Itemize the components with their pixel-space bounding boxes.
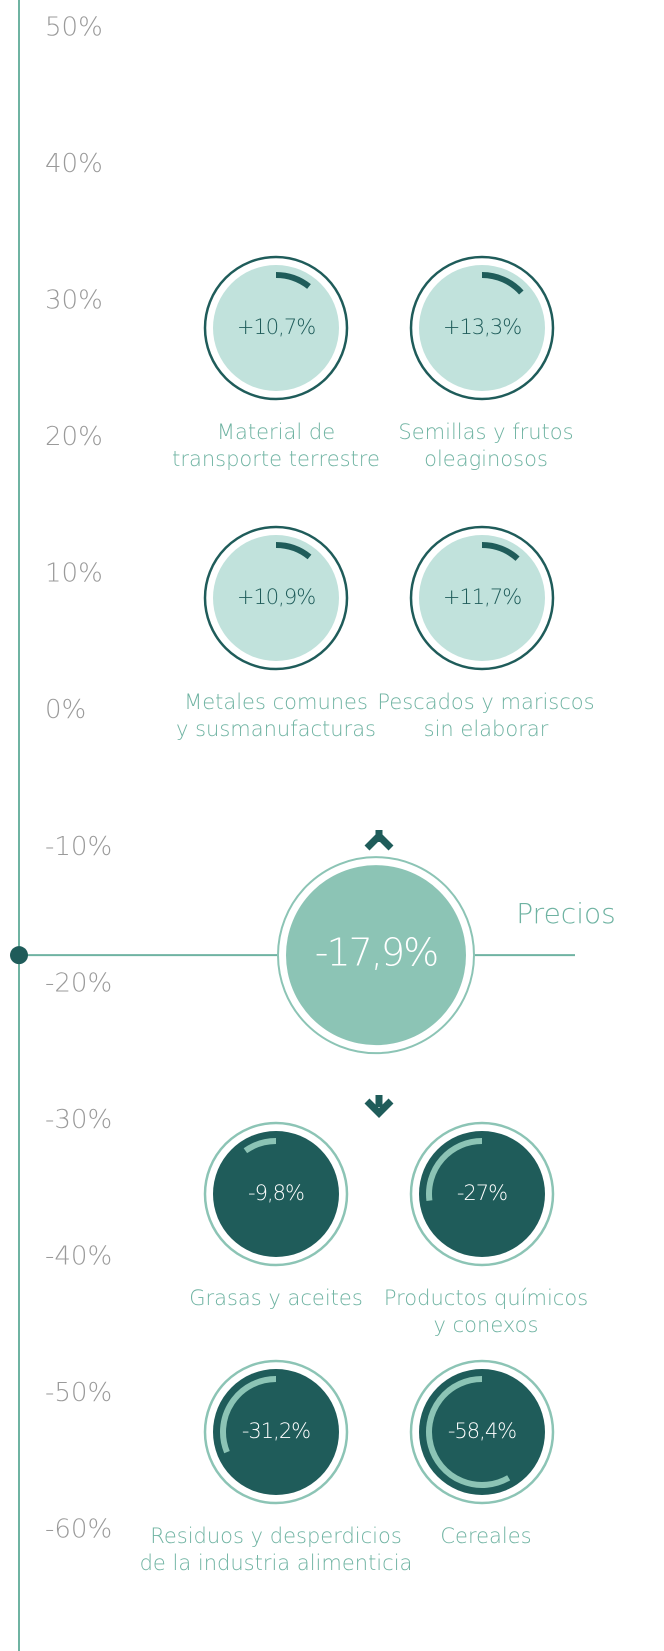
gauge-arc <box>243 1138 277 1154</box>
category-label: Productos químicos <box>384 1286 588 1310</box>
category-label: Semillas y frutos <box>398 420 573 444</box>
up-arrow <box>364 830 394 851</box>
y-tick-label: 50% <box>45 13 103 43</box>
category-label: Pescados y mariscos <box>377 690 594 714</box>
gauge-fill <box>213 265 339 391</box>
y-tick-label: -50% <box>45 1378 112 1408</box>
y-tick-label: 20% <box>45 422 103 452</box>
y-tick-label: -20% <box>45 968 112 998</box>
gauge-value-label: -58,4% <box>448 1419 516 1443</box>
gauge-fill <box>419 265 545 391</box>
y-tick-label: 10% <box>45 559 103 589</box>
category-label: Cereales <box>440 1524 531 1548</box>
gauge-value-label: +11,7% <box>443 585 521 609</box>
category-label: y susmanufacturas <box>176 717 376 741</box>
gauge-fill <box>419 535 545 661</box>
main-circle <box>286 865 466 1046</box>
gauge-fill <box>213 1131 339 1257</box>
y-tick-label: 30% <box>45 286 103 316</box>
main-name: Precios <box>516 897 615 930</box>
gauge-arc <box>220 1376 277 1454</box>
category-label: de la industria alimenticia <box>140 1551 413 1575</box>
y-tick-label: -10% <box>45 832 112 862</box>
y-tick-label: -40% <box>45 1241 112 1271</box>
category-label: Residuos y desperdicios <box>150 1524 402 1548</box>
gauge-value-label: -9,8% <box>248 1181 304 1205</box>
main-value-label: -17,9% <box>315 931 437 975</box>
category-label: oleaginosos <box>424 447 548 471</box>
y-tick-label: -30% <box>45 1105 112 1135</box>
gauge-arc <box>275 542 312 560</box>
category-label: Grasas y aceites <box>189 1286 363 1310</box>
gauge-value-label: -27% <box>457 1181 507 1205</box>
category-label: Metales comunes <box>184 690 368 714</box>
gauge-arc <box>481 542 520 561</box>
gauge-arc <box>275 272 311 289</box>
gauge-fill <box>419 1131 545 1257</box>
y-tick-label: -60% <box>45 1515 112 1545</box>
gauge-value-label: +10,7% <box>237 315 315 339</box>
gauge-arc <box>481 272 524 295</box>
down-arrow <box>364 1095 394 1118</box>
y-tick-label: 40% <box>45 149 103 179</box>
category-label: y conexos <box>434 1313 539 1337</box>
gauge-fill <box>213 535 339 661</box>
main-dot <box>10 946 28 965</box>
gauge-value-label: +13,3% <box>443 315 521 339</box>
category-label: transporte terrestre <box>172 447 380 471</box>
gauge-arc <box>426 1376 511 1488</box>
gauge-value-label: +10,9% <box>237 585 315 609</box>
category-label: sin elaborar <box>424 717 549 741</box>
gauge-arc <box>426 1138 483 1202</box>
y-tick-label: 0% <box>45 695 86 725</box>
gauge-fill <box>213 1369 339 1495</box>
category-label: Material de <box>217 420 335 444</box>
gauge-fill <box>419 1369 545 1495</box>
gauge-value-label: -31,2% <box>242 1419 310 1443</box>
